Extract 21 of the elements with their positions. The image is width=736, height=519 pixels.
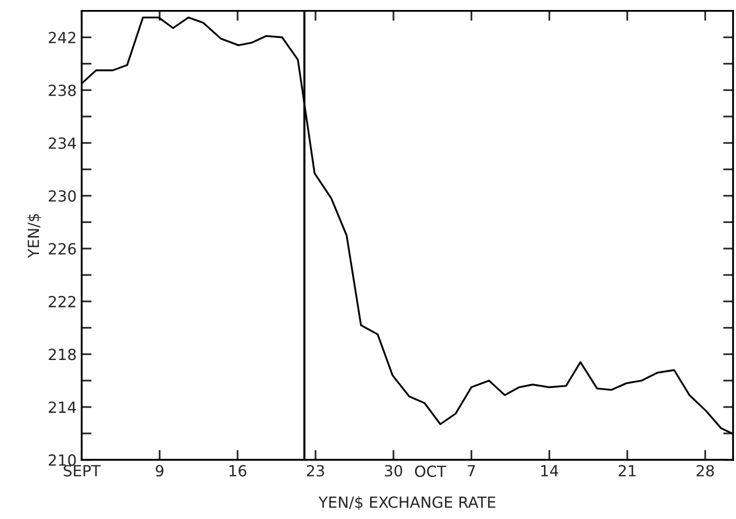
x-tick-label: 30: [384, 464, 402, 477]
x-tick-label: 7: [468, 465, 475, 476]
x-tick-label: 21: [618, 464, 636, 476]
x-tick-label: SEPT: [64, 464, 101, 477]
y-axis-title: YEN/$: [27, 214, 42, 258]
x-tick-label: 28: [696, 464, 714, 477]
y-tick-label: 210: [48, 454, 76, 466]
y-tick-label: 218: [48, 348, 76, 360]
y-tick-label: 242: [48, 32, 76, 44]
y-tick-label: 226: [48, 243, 76, 255]
y-tick-label: 230: [48, 190, 76, 202]
y-tick-label: 222: [48, 296, 76, 308]
x-tick-label: 14: [541, 465, 558, 476]
text: OCT: [415, 465, 446, 478]
x-axis-title: YEN/$ EXCHANGE RATE: [318, 496, 496, 510]
x-tick-label: 9: [156, 464, 164, 477]
y-tick-label: 238: [48, 84, 76, 96]
y-tick-label: 214: [48, 401, 76, 413]
x-tick-label: 23: [306, 464, 324, 477]
x-tick-label: 16: [230, 464, 246, 477]
y-tick-label: 234: [48, 137, 76, 149]
